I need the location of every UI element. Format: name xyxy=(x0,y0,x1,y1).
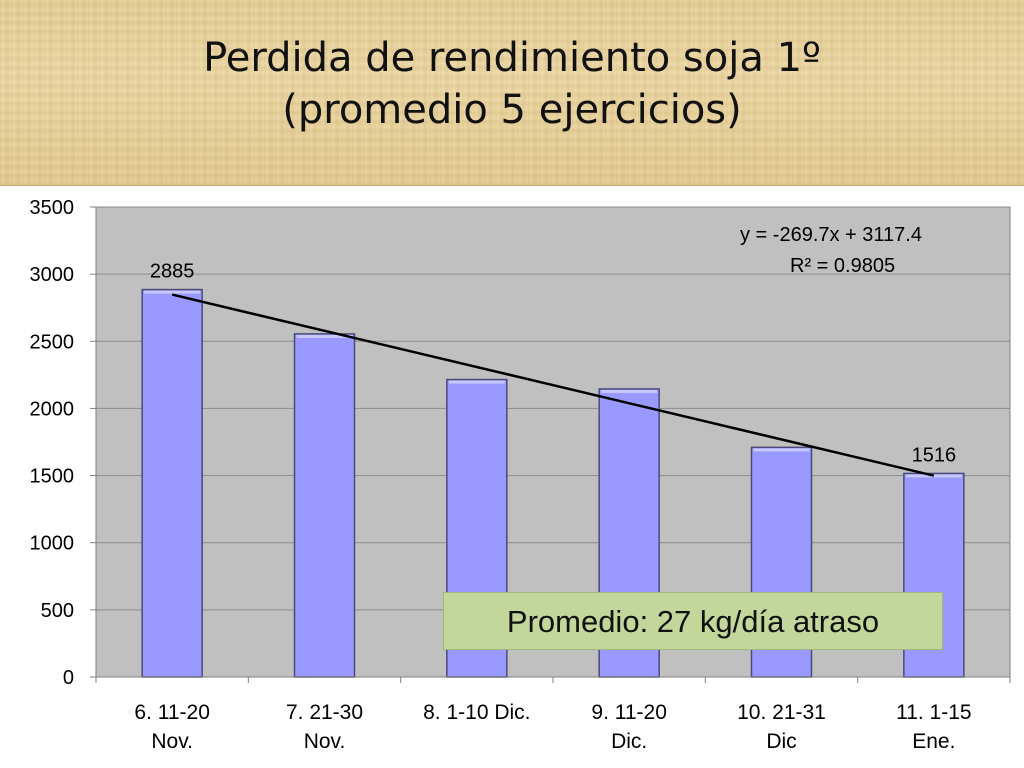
bar-highlight xyxy=(753,448,810,452)
bar-highlight xyxy=(601,389,658,393)
y-tick-label: 1000 xyxy=(30,533,75,555)
x-tick-label: 7. 21-30 xyxy=(286,701,363,724)
x-tick-label: Dic xyxy=(766,730,796,753)
data-label: 2885 xyxy=(150,261,195,283)
y-tick-label: 3000 xyxy=(30,264,75,286)
bar-highlight xyxy=(296,334,353,338)
y-tick-label: 2500 xyxy=(30,331,75,353)
x-tick-label: 9. 11-20 xyxy=(591,701,667,724)
x-tick-label: Nov. xyxy=(304,730,346,753)
y-tick-label: 500 xyxy=(41,600,74,622)
y-tick-label: 0 xyxy=(63,667,74,689)
x-tick-label: Ene. xyxy=(912,730,955,753)
average-delay-callout: Promedio: 27 kg/día atraso xyxy=(443,592,943,650)
x-tick-label: 6. 11-20 xyxy=(134,701,210,724)
x-tick-label: Nov. xyxy=(151,730,193,753)
x-tick-label: Dic. xyxy=(611,730,647,753)
bar-highlight xyxy=(144,290,201,294)
bar xyxy=(141,288,203,678)
y-tick-label: 1500 xyxy=(30,466,75,488)
x-tick-label: 8. 1-10 Dic. xyxy=(423,701,530,724)
axes xyxy=(90,206,1011,683)
bar-highlight xyxy=(905,474,962,478)
bar-highlight xyxy=(448,380,505,384)
trendline-r-squared: R² = 0.9805 xyxy=(790,255,896,277)
tick-labels: 0 500 1000 1500 2000 2500 3000 3500 2885 6. 11-20… xyxy=(30,197,972,753)
title-band xyxy=(0,0,1024,186)
trendline-equation: y = -269.7x + 3117.4 xyxy=(740,224,922,246)
data-label: 1516 xyxy=(912,444,957,466)
y-tick-label: 2000 xyxy=(30,398,75,420)
page-title: Perdida de rendimiento soja 1º (promedio… xyxy=(203,35,821,133)
y-tick-label: 3500 xyxy=(30,197,75,219)
x-tick-label: 11. 1-15 xyxy=(896,701,972,724)
bar xyxy=(293,333,356,678)
trendline xyxy=(171,293,935,477)
x-tick-label: 10. 21-31 xyxy=(737,701,826,724)
